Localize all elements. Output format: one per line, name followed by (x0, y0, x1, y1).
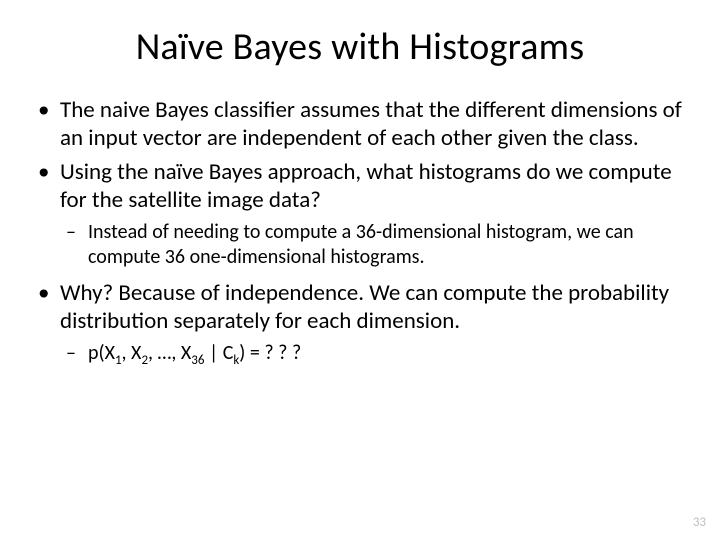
bullet-list: The naive Bayes classifier assumes that … (30, 96, 690, 369)
formula-text: p(X1, X2, …, X36 | Ck) = ? ? ? (88, 341, 301, 365)
page-number: 33 (693, 515, 706, 530)
bullet-item: The naive Bayes classifier assumes that … (60, 96, 690, 152)
sub-bullet-list: Instead of needing to compute a 36-dimen… (60, 220, 690, 269)
bullet-text: Using the naïve Bayes approach, what his… (60, 158, 672, 214)
sub-bullet-item: Instead of needing to compute a 36-dimen… (88, 220, 690, 269)
bullet-item: Using the naïve Bayes approach, what his… (60, 158, 690, 269)
bullet-item: Why? Because of independence. We can com… (60, 279, 690, 369)
sub-bullet-list: p(X1, X2, …, X36 | Ck) = ? ? ? (60, 341, 690, 369)
slide-title: Naïve Bayes with Histograms (30, 24, 690, 70)
sub-bullet-item: p(X1, X2, …, X36 | Ck) = ? ? ? (88, 341, 690, 369)
bullet-text: Why? Because of independence. We can com… (60, 279, 669, 335)
